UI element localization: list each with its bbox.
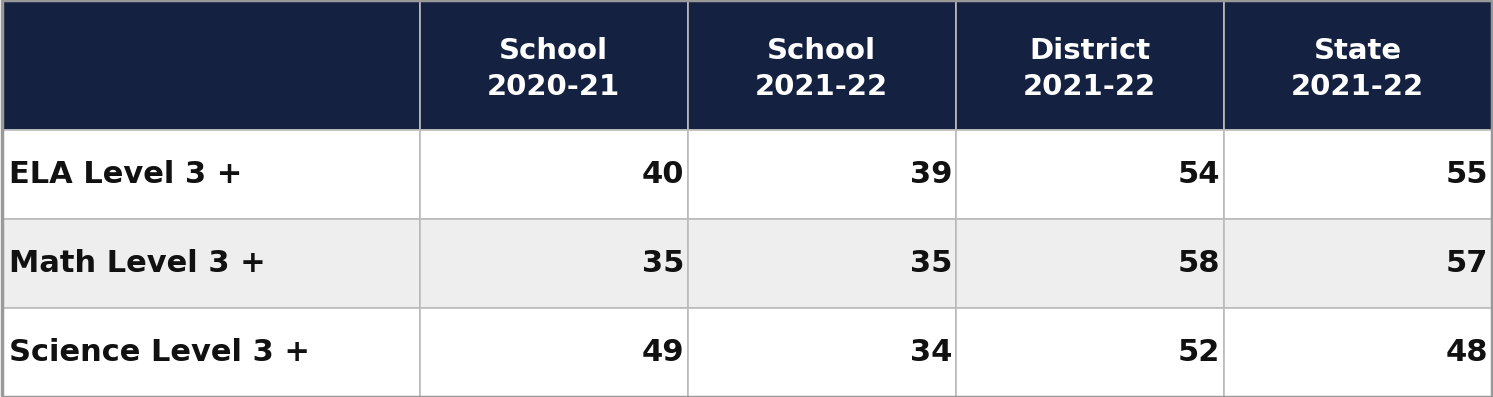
Text: 52: 52 <box>1178 338 1220 367</box>
Bar <box>420 308 687 397</box>
Bar <box>1223 0 1492 130</box>
Bar <box>687 0 956 130</box>
Text: 34: 34 <box>909 338 953 367</box>
Text: 49: 49 <box>642 338 684 367</box>
Text: 48: 48 <box>1445 338 1489 367</box>
Text: 58: 58 <box>1178 249 1220 278</box>
Bar <box>1 308 420 397</box>
Bar <box>956 308 1223 397</box>
Text: District: District <box>1029 37 1150 65</box>
Text: School: School <box>767 37 876 65</box>
Text: School: School <box>499 37 608 65</box>
Text: ELA Level 3 +: ELA Level 3 + <box>9 160 242 189</box>
Text: 2021-22: 2021-22 <box>1023 73 1156 101</box>
Bar <box>1 219 420 308</box>
Text: 55: 55 <box>1445 160 1489 189</box>
Bar <box>1 0 420 130</box>
Text: 2020-21: 2020-21 <box>487 73 620 101</box>
Bar <box>956 219 1223 308</box>
Bar <box>1223 308 1492 397</box>
Text: 39: 39 <box>909 160 953 189</box>
Text: State: State <box>1314 37 1402 65</box>
Text: 35: 35 <box>909 249 953 278</box>
Bar <box>420 0 687 130</box>
Bar <box>420 219 687 308</box>
Bar <box>1223 219 1492 308</box>
Bar <box>687 308 956 397</box>
Text: 35: 35 <box>642 249 684 278</box>
Bar <box>956 0 1223 130</box>
Bar <box>1 130 420 219</box>
Bar <box>1223 130 1492 219</box>
Text: 54: 54 <box>1178 160 1220 189</box>
Bar <box>687 219 956 308</box>
Text: Science Level 3 +: Science Level 3 + <box>9 338 311 367</box>
Text: 40: 40 <box>642 160 684 189</box>
Bar <box>687 130 956 219</box>
Text: 2021-22: 2021-22 <box>1291 73 1424 101</box>
Bar <box>420 130 687 219</box>
Text: 2021-22: 2021-22 <box>755 73 888 101</box>
Text: Math Level 3 +: Math Level 3 + <box>9 249 266 278</box>
Text: 57: 57 <box>1445 249 1489 278</box>
Bar <box>956 130 1223 219</box>
